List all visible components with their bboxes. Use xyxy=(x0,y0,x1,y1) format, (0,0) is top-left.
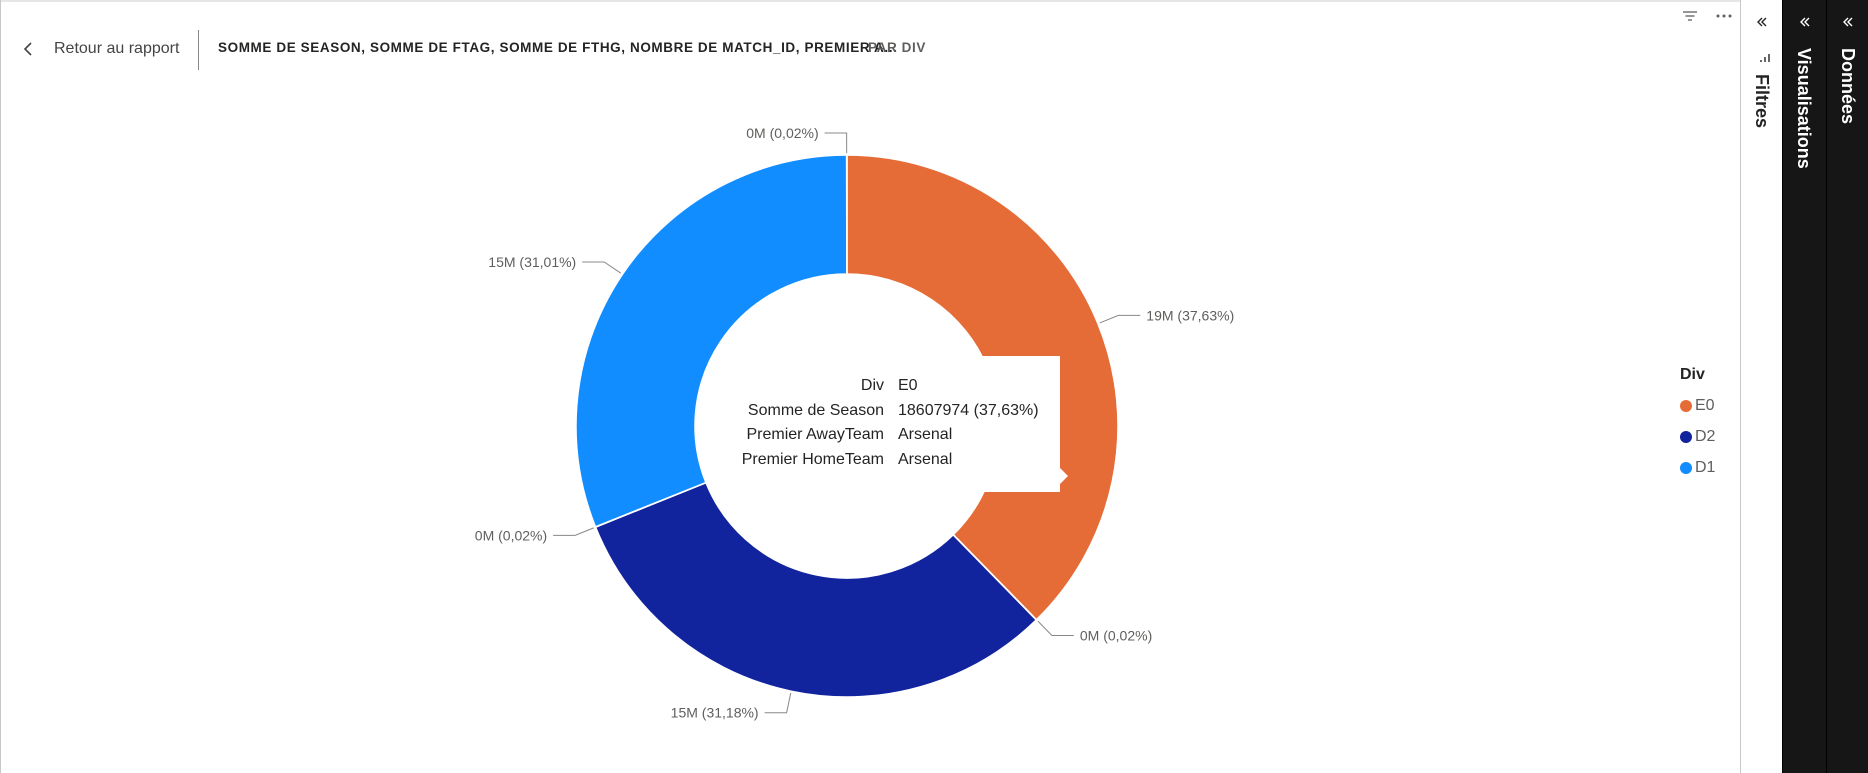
legend-label: E0 xyxy=(1695,396,1715,414)
tooltip-row: Div E0 xyxy=(730,374,1039,399)
tooltip-row: Somme de Season 18607974 (37,63%) xyxy=(730,399,1039,424)
leader-line xyxy=(582,261,622,274)
data-label: 0M (0,02%) xyxy=(746,125,818,141)
tooltip-row: Premier HomeTeam Arsenal xyxy=(730,448,1039,473)
legend-marker xyxy=(1680,399,1692,412)
chevron-left-icon xyxy=(23,42,32,56)
top-border xyxy=(0,0,1740,2)
tooltip-key: Premier HomeTeam xyxy=(741,450,884,468)
leader-line xyxy=(553,527,594,536)
leader-line xyxy=(824,132,848,154)
chart-tooltip: Div E0 Somme de Season 18607974 (37,63%) Pre… xyxy=(730,356,1060,492)
legend-title: Div xyxy=(1680,366,1705,383)
tooltip-value: 18607974 (37,63%) xyxy=(898,401,1039,419)
tooltip-key: Somme de Season xyxy=(747,401,884,419)
slice-e0[interactable] xyxy=(846,154,1119,621)
legend-item-e0[interactable]: E0 xyxy=(1680,390,1715,421)
more-options-icon[interactable] xyxy=(1714,6,1734,26)
tooltip-table: Div E0 Somme de Season 18607974 (37,63%) Pre… xyxy=(730,374,1039,472)
data-pane[interactable]: Données xyxy=(1826,0,1868,773)
report-canvas: Retour au rapport SOMME DE SEASON, SOMME… xyxy=(0,0,1740,773)
legend-item-d1[interactable]: D1 xyxy=(1680,452,1715,483)
visual-subtitle: PAR DIV xyxy=(868,40,926,55)
tooltip-pointer xyxy=(1060,468,1068,484)
visualizations-pane-label: Visualisations xyxy=(1794,48,1814,169)
tooltip-row: Premier AwayTeam Arsenal xyxy=(730,423,1039,448)
filters-pane[interactable]: Filtres xyxy=(1740,0,1783,773)
left-border xyxy=(0,0,1,773)
tooltip-value: Arsenal xyxy=(898,426,953,444)
slice-d2[interactable] xyxy=(594,481,1038,698)
leader-line xyxy=(1037,620,1074,636)
legend-marker xyxy=(1680,461,1692,474)
double-chevron-left-icon[interactable] xyxy=(1754,14,1770,30)
data-pane-label: Données xyxy=(1838,48,1858,125)
data-label: 19M (37,63%) xyxy=(1146,307,1234,323)
back-label: Retour au rapport xyxy=(54,40,180,57)
filter-pane-icon xyxy=(1760,54,1770,62)
donut-chart: 19M (37,63%) 0M (0,02%) 15M (31,18%) 0M (0,… xyxy=(475,125,1234,721)
tooltip-key: Div xyxy=(860,377,884,395)
data-label: 0M (0,02%) xyxy=(1080,627,1152,643)
legend-label: D1 xyxy=(1695,458,1716,476)
legend-marker xyxy=(1680,430,1692,443)
leader-line xyxy=(1099,314,1141,324)
double-chevron-left-icon[interactable] xyxy=(1840,14,1856,30)
visual-title: SOMME DE SEASON, SOMME DE FTAG, SOMME DE… xyxy=(218,40,898,55)
filter-icon[interactable] xyxy=(1680,6,1700,26)
data-label: 15M (31,18%) xyxy=(671,705,759,721)
back-to-report-button[interactable]: Retour au rapport xyxy=(18,36,179,62)
tooltip-key: Premier AwayTeam xyxy=(746,426,884,444)
legend-label: D2 xyxy=(1695,427,1716,445)
legend-item-d2[interactable]: D2 xyxy=(1680,421,1715,452)
chart-legend: Div E0 D2 D1 xyxy=(1680,366,1715,483)
visualizations-pane[interactable]: Visualisations xyxy=(1782,0,1827,773)
leader-line xyxy=(764,693,792,714)
tooltip-value: E0 xyxy=(898,377,918,395)
tooltip-value: Arsenal xyxy=(898,450,953,468)
header-divider xyxy=(198,30,199,70)
data-label: 15M (31,01%) xyxy=(488,254,576,270)
filters-pane-label: Filtres xyxy=(1752,74,1772,129)
data-label: 0M (0,02%) xyxy=(475,527,547,543)
double-chevron-left-icon[interactable] xyxy=(1797,14,1813,30)
slice-d1[interactable] xyxy=(575,154,848,528)
